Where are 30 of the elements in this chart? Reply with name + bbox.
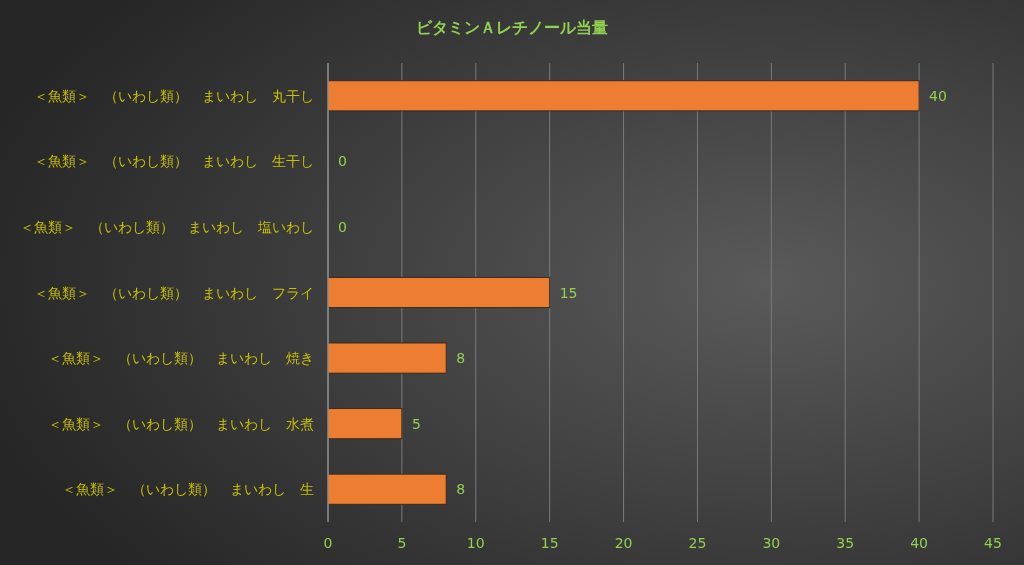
- y-tick-label: ＜魚類＞ （いわし類） まいわし 塩いわし: [20, 218, 314, 235]
- y-tick-label: ＜魚類＞ （いわし類） まいわし 丸干し: [34, 87, 314, 104]
- x-tick-label: 25: [688, 535, 707, 551]
- bar: [327, 342, 447, 374]
- x-tick-label: 45: [984, 535, 1002, 551]
- data-label: 5: [411, 415, 421, 432]
- data-label: 40: [929, 87, 947, 104]
- bar: [327, 80, 920, 112]
- y-tick-label: ＜魚類＞ （いわし類） まいわし フライ: [34, 284, 314, 301]
- bar: [327, 276, 551, 309]
- data-label: 8: [456, 481, 466, 498]
- x-tick-label: 15: [540, 535, 559, 551]
- chart-title: ビタミンＡレチノール当量: [416, 18, 608, 37]
- data-label: 0: [338, 153, 347, 170]
- y-tick-label: ＜魚類＞ （いわし類） まいわし 生干し: [34, 153, 314, 170]
- x-tick-label: 0: [323, 535, 333, 551]
- data-label: 8: [456, 350, 466, 367]
- data-label: 0: [338, 218, 347, 235]
- x-tick-label: 30: [762, 535, 781, 551]
- x-tick-label: 20: [614, 535, 633, 551]
- x-tick-label: 5: [397, 535, 407, 551]
- x-tick-label: 35: [836, 535, 855, 551]
- data-label: 15: [559, 284, 578, 301]
- bar: [327, 473, 447, 505]
- y-tick-label: ＜魚類＞ （いわし類） まいわし 焼き: [48, 350, 314, 367]
- bar: [327, 408, 403, 440]
- y-tick-label: ＜魚類＞ （いわし類） まいわし 水煮: [48, 415, 314, 432]
- x-tick-label: 40: [910, 535, 929, 551]
- x-tick-label: 10: [466, 535, 485, 551]
- y-tick-label: ＜魚類＞ （いわし類） まいわし 生: [62, 481, 314, 498]
